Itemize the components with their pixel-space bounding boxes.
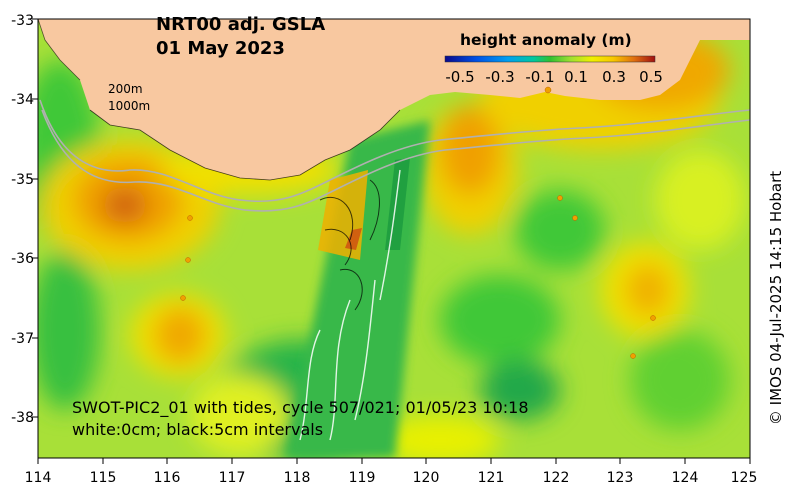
contour-annotation: white:0cm; black:5cm intervals bbox=[72, 420, 324, 439]
plot-frame bbox=[37, 18, 751, 459]
x-tick-label: 116 bbox=[153, 470, 181, 486]
map-title: NRT00 adj. GSLA bbox=[156, 14, 326, 35]
axis-ticks bbox=[32, 18, 751, 464]
x-tick-label: 117 bbox=[218, 470, 246, 486]
colorbar-tick: 0.5 bbox=[639, 68, 663, 86]
colorbar-tick: 0.1 bbox=[564, 68, 588, 86]
x-tick-label: 121 bbox=[477, 470, 505, 486]
y-tick-label: -33 bbox=[11, 13, 34, 29]
anomaly-blobs bbox=[38, 30, 745, 458]
colorbar-tick: 0.3 bbox=[602, 68, 626, 86]
altimeter-dots bbox=[180, 86, 656, 359]
colorbar-tick: -0.5 bbox=[445, 68, 475, 86]
depth-label-1000m: 1000m bbox=[108, 99, 151, 113]
x-tick-label: 122 bbox=[542, 470, 570, 486]
x-tick-label: 123 bbox=[606, 470, 634, 486]
x-tick-label: 120 bbox=[412, 470, 440, 486]
y-tick-label: -38 bbox=[11, 410, 34, 426]
colorbar bbox=[444, 55, 656, 63]
imos-credit: © IMOS 04-Jul-2025 14:15 Hobart bbox=[767, 170, 785, 426]
y-tick-label: -35 bbox=[11, 172, 34, 188]
bathymetry-contours bbox=[39, 99, 750, 212]
y-tick-label: -37 bbox=[11, 331, 34, 347]
y-tick-label: -34 bbox=[11, 92, 34, 108]
y-tick-label: -36 bbox=[11, 251, 34, 267]
x-tick-label: 115 bbox=[89, 470, 117, 486]
x-tick-label: 119 bbox=[348, 470, 376, 486]
swot-annotation: SWOT-PIC2_01 with tides, cycle 507/021; … bbox=[72, 398, 529, 417]
x-tick-label: 124 bbox=[671, 470, 699, 486]
colorbar-tick: -0.3 bbox=[485, 68, 515, 86]
map-date: 01 May 2023 bbox=[156, 38, 285, 59]
x-tick-label: 114 bbox=[24, 470, 52, 486]
x-tick-label: 125 bbox=[730, 470, 758, 486]
depth-label-200m: 200m bbox=[108, 82, 143, 96]
swot-swath bbox=[285, 120, 430, 458]
colorbar-tick: -0.1 bbox=[525, 68, 555, 86]
x-tick-label: 118 bbox=[283, 470, 311, 486]
sea-level-field bbox=[38, 19, 750, 458]
colorbar-title: height anomaly (m) bbox=[460, 31, 632, 49]
